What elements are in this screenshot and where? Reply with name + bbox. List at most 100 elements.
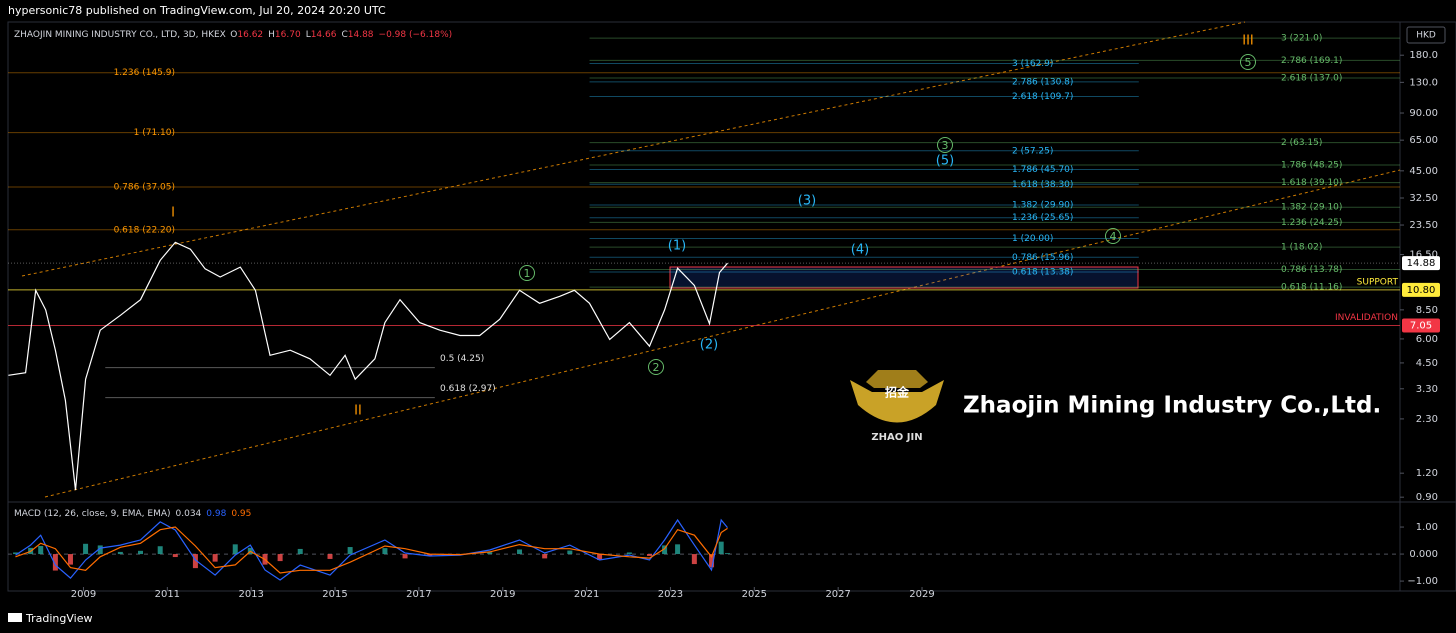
y-tick-label: 1.00 bbox=[1416, 522, 1438, 533]
fib-label: 1.786 (45.70) bbox=[1012, 165, 1073, 175]
logo: 招金 ZHAO JIN Zhaojin Mining Industry Co.,… bbox=[850, 370, 1381, 443]
ohlc-key: C bbox=[341, 30, 347, 40]
histogram-bar bbox=[38, 545, 44, 555]
macd-line bbox=[15, 526, 728, 574]
target-zone bbox=[669, 266, 1139, 289]
y-tick-label: 1.20 bbox=[1416, 468, 1438, 479]
ohlc-key: L bbox=[306, 30, 311, 40]
fib-label: 1.786 (48.25) bbox=[1281, 161, 1342, 171]
histogram-bar bbox=[83, 543, 89, 555]
fib-label: 2.786 (130.8) bbox=[1012, 77, 1073, 87]
logo-bowl bbox=[850, 380, 944, 423]
lower-trend-line bbox=[44, 169, 1401, 498]
price-box-label: 10.80 bbox=[1407, 285, 1436, 296]
fib-label: 2.618 (137.0) bbox=[1281, 73, 1342, 83]
histogram-bar bbox=[542, 554, 548, 559]
y-tick-label: 32.50 bbox=[1409, 193, 1438, 204]
symbol: ZHAOJIN MINING INDUSTRY CO., LTD, 3D, HK… bbox=[14, 30, 226, 40]
symbol-legend: ZHAOJIN MINING INDUSTRY CO., LTD, 3D, HK… bbox=[14, 30, 452, 40]
fib-label: 1 (18.02) bbox=[1281, 243, 1322, 253]
histogram-bar bbox=[427, 554, 433, 556]
price-box bbox=[1402, 318, 1440, 333]
histogram-bar bbox=[597, 554, 603, 561]
histogram-bar bbox=[117, 551, 123, 555]
histogram-bar bbox=[382, 548, 388, 555]
wave-label: 3 bbox=[942, 139, 949, 152]
fib-label: 0.618 (11.16) bbox=[1281, 283, 1342, 293]
fib-label: 2 (57.25) bbox=[1012, 146, 1053, 156]
fib-label: 0.618 (22.20) bbox=[114, 225, 175, 235]
histogram-bar bbox=[567, 550, 573, 555]
ohlc-value: 16.70 bbox=[275, 30, 301, 40]
y-tick-label: 3.30 bbox=[1416, 384, 1438, 395]
y-tick-label: −1.00 bbox=[1407, 576, 1438, 587]
histogram-bar bbox=[487, 552, 493, 555]
histogram-bar bbox=[137, 550, 143, 555]
wave-label: 4 bbox=[1110, 230, 1117, 243]
ohlc-key: O bbox=[230, 30, 237, 40]
fib-label: 1.618 (39.10) bbox=[1281, 178, 1342, 188]
histogram-bar bbox=[52, 554, 58, 571]
fib-label: 1.618 (38.30) bbox=[1012, 180, 1073, 190]
wave-label: III bbox=[1242, 34, 1254, 49]
fib-label: 2 (63.15) bbox=[1281, 138, 1322, 148]
histogram-bar bbox=[232, 544, 238, 555]
footer: TradingView bbox=[8, 612, 92, 625]
price-box-label: 14.88 bbox=[1407, 258, 1436, 269]
wave-label: (2) bbox=[700, 338, 718, 353]
fib-label: 0.786 (37.05) bbox=[114, 183, 175, 193]
histogram-bar bbox=[626, 552, 632, 555]
histogram-bar bbox=[691, 554, 697, 565]
x-tick-label: 2025 bbox=[742, 589, 767, 600]
x-tick-label: 2017 bbox=[406, 589, 431, 600]
logo-mark: ZHAO JIN bbox=[871, 432, 922, 443]
price-box bbox=[1402, 256, 1440, 271]
macd-legend: MACD (12, 26, close, 9, EMA, EMA) 0.034 0.… bbox=[14, 509, 251, 519]
histogram-bar bbox=[662, 545, 668, 555]
wave-label: I bbox=[171, 206, 175, 221]
y-tick-label: 0.90 bbox=[1416, 492, 1438, 503]
y-tick-label: 23.50 bbox=[1409, 220, 1438, 231]
histogram-bar bbox=[277, 554, 283, 562]
histogram-bar bbox=[675, 544, 681, 555]
histogram-bar bbox=[172, 554, 178, 558]
macd-chart: 1.00 0.000 −1.00 MACD (12, 26, close, 9, EM… bbox=[8, 509, 1438, 587]
x-tick-label: 2027 bbox=[825, 589, 850, 600]
fib-label: 1 (20.00) bbox=[1012, 234, 1053, 244]
price-line-label: INVALIDATION bbox=[1335, 313, 1398, 323]
histogram-bar bbox=[327, 554, 333, 559]
y-tick-label: 65.00 bbox=[1409, 135, 1438, 146]
histogram-bar bbox=[517, 549, 523, 555]
y-tick-label: 45.00 bbox=[1409, 166, 1438, 177]
price-box-label: 7.05 bbox=[1410, 320, 1432, 331]
x-tick-label: 2011 bbox=[155, 589, 180, 600]
fib-label: 1.236 (24.25) bbox=[1281, 218, 1342, 228]
publisher: hypersonic78 published on TradingView.co… bbox=[8, 4, 386, 17]
histogram-bar bbox=[67, 554, 73, 565]
y-tick-label: 0.000 bbox=[1409, 549, 1438, 560]
fib-label: 1.236 (25.65) bbox=[1012, 213, 1073, 223]
fib-label: 3 (162.9) bbox=[1012, 59, 1053, 69]
wave-circle bbox=[519, 265, 535, 281]
fib-label: 0.618 (2.97) bbox=[440, 384, 496, 394]
wave-circle bbox=[937, 137, 953, 153]
price-line-label: SUPPORT bbox=[1357, 277, 1399, 287]
macd-title: MACD (12, 26, close, 9, EMA, EMA) bbox=[14, 509, 171, 519]
wave-label: (4) bbox=[851, 243, 869, 258]
wave-circle bbox=[1240, 54, 1256, 70]
fib-label: 1.236 (145.9) bbox=[114, 68, 175, 78]
logo-rim bbox=[866, 370, 928, 388]
histogram-bar bbox=[97, 545, 103, 555]
fib-label: 2.618 (109.7) bbox=[1012, 92, 1073, 102]
wave-label: (1) bbox=[668, 239, 686, 254]
histogram-bar bbox=[347, 547, 353, 555]
fib-label: 1 (71.10) bbox=[134, 128, 175, 138]
wave-circle bbox=[1105, 228, 1121, 244]
frame bbox=[7, 21, 1456, 592]
y-tick-label: 6.00 bbox=[1416, 334, 1438, 345]
wave-label: II bbox=[354, 404, 362, 419]
company-name: Zhaojin Mining Industry Co.,Ltd. bbox=[963, 393, 1381, 419]
ohlc-value: 14.66 bbox=[311, 30, 337, 40]
x-tick-label: 2009 bbox=[71, 589, 96, 600]
